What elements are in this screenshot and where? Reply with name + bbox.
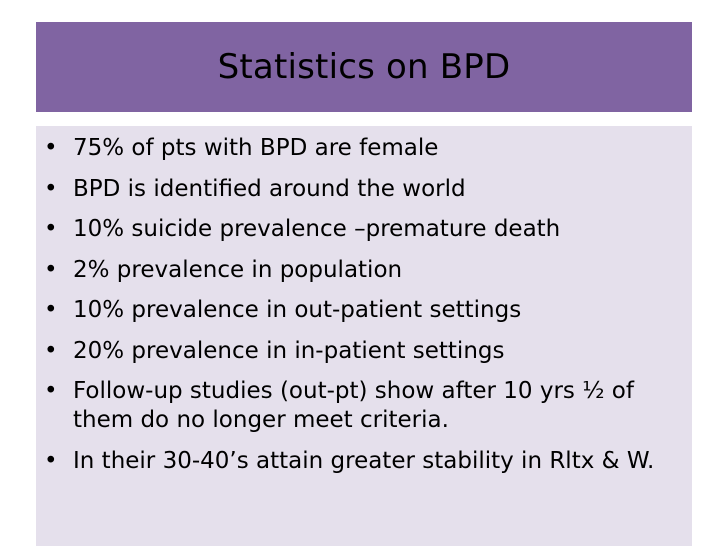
bullet-list: • 75% of pts with BPD are female • BPD i…: [36, 134, 692, 487]
bullet-icon: •: [44, 216, 58, 242]
bullet-text: In their 30-40’s attain greater stabilit…: [73, 447, 655, 474]
bullet-item-4: • 2% prevalence in population: [36, 256, 692, 285]
bullet-text: 75% of pts with BPD are female: [73, 135, 439, 161]
bullet-text: Follow-up studies (out-pt) show after 10…: [73, 378, 634, 433]
bullet-icon: •: [44, 337, 58, 364]
bullet-text: 10% prevalence in out-patient settings: [73, 297, 522, 323]
bullet-icon: •: [44, 378, 58, 404]
bullet-item-3: • 10% suicide prevalence –premature deat…: [36, 215, 692, 244]
slide-title: Statistics on BPD: [217, 47, 511, 87]
slide-title-bar: Statistics on BPD: [36, 22, 692, 112]
bullet-text: 20% prevalence in in-patient settings: [73, 337, 505, 364]
bullet-text: 10% suicide prevalence –premature death: [73, 216, 561, 242]
bullet-icon: •: [44, 447, 58, 474]
bullet-item-1: • 75% of pts with BPD are female: [36, 134, 692, 163]
bullet-icon: •: [44, 175, 58, 202]
bullet-item-2: • BPD is identified around the world: [36, 175, 692, 204]
slide-content-panel: • 75% of pts with BPD are female • BPD i…: [36, 126, 692, 546]
bullet-icon: •: [44, 297, 58, 323]
bullet-item-8: • In their 30-40’s attain greater stabil…: [36, 447, 692, 476]
bullet-item-6: • 20% prevalence in in-patient settings: [36, 337, 692, 366]
bullet-icon: •: [44, 256, 58, 283]
bullet-text: BPD is identified around the world: [73, 175, 466, 202]
bullet-text: 2% prevalence in population: [73, 256, 403, 283]
bullet-item-7: • Follow-up studies (out-pt) show after …: [36, 377, 692, 435]
bullet-icon: •: [44, 135, 58, 161]
bullet-item-5: • 10% prevalence in out-patient settings: [36, 296, 692, 325]
